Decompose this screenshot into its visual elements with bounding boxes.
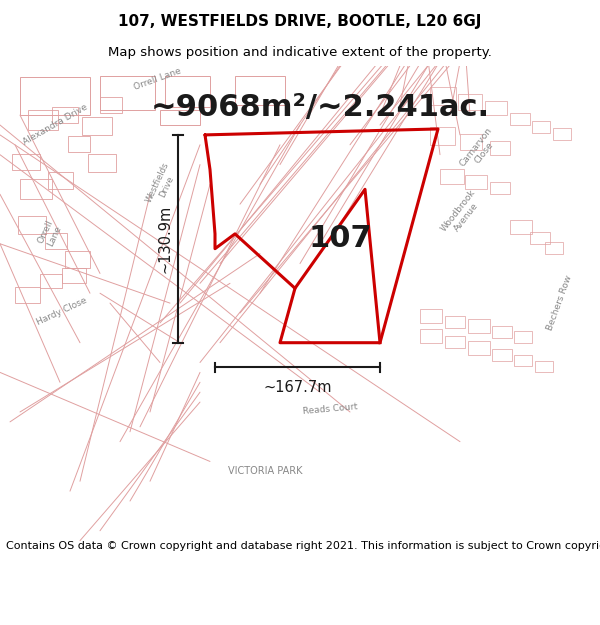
Bar [458, 94, 482, 110]
Bar [165, 76, 210, 108]
Bar [532, 121, 550, 133]
Bar [88, 154, 116, 171]
Bar [15, 288, 40, 303]
Text: VICTORIA PARK: VICTORIA PARK [228, 466, 302, 476]
Bar [492, 349, 512, 361]
Bar [430, 127, 455, 145]
Bar [490, 182, 510, 194]
Bar [430, 88, 456, 105]
Bar [20, 179, 52, 199]
Bar [65, 251, 90, 269]
Bar [20, 78, 90, 115]
Text: Reads Court: Reads Court [302, 402, 358, 416]
Text: Bechers Row: Bechers Row [546, 274, 574, 332]
Text: Westfields
Drive: Westfields Drive [144, 161, 180, 208]
Text: Contains OS data © Crown copyright and database right 2021. This information is : Contains OS data © Crown copyright and d… [6, 541, 600, 551]
Text: ~9068m²/~2.241ac.: ~9068m²/~2.241ac. [151, 92, 490, 122]
Text: Orrell Lane: Orrell Lane [133, 67, 183, 92]
Bar [100, 98, 122, 113]
Text: Map shows position and indicative extent of the property.: Map shows position and indicative extent… [108, 46, 492, 59]
Bar [12, 154, 40, 169]
Text: Carnarvon
Close: Carnarvon Close [458, 125, 502, 174]
Bar [28, 110, 58, 130]
Bar [445, 316, 465, 328]
Bar [40, 274, 62, 288]
Bar [48, 171, 73, 189]
Bar [535, 361, 553, 372]
Bar [420, 309, 442, 323]
Text: 107: 107 [308, 224, 372, 253]
Bar [52, 107, 78, 123]
Bar [545, 242, 563, 254]
Bar [530, 232, 550, 244]
Bar [45, 233, 67, 249]
Bar [460, 134, 482, 150]
Bar [490, 141, 510, 154]
Bar [440, 169, 464, 184]
Text: Alexandra Drive: Alexandra Drive [21, 103, 89, 147]
Bar [420, 329, 442, 342]
Bar [62, 268, 86, 283]
Bar [510, 220, 532, 234]
Bar [510, 113, 530, 125]
Bar [18, 216, 46, 234]
Text: Woodbrook
Avenue: Woodbrook Avenue [439, 188, 485, 240]
Bar [465, 176, 487, 189]
Text: ~130.9m: ~130.9m [157, 204, 173, 273]
Bar [514, 354, 532, 366]
Bar [468, 319, 490, 332]
Text: Hardy Close: Hardy Close [35, 296, 89, 327]
Bar [468, 341, 490, 354]
Bar [445, 336, 465, 348]
Text: Orrell
Lane: Orrell Lane [36, 218, 64, 249]
Bar [160, 110, 200, 125]
Bar [100, 76, 155, 110]
Bar [553, 128, 571, 140]
Bar [235, 76, 285, 105]
Bar [514, 331, 532, 342]
Bar [68, 136, 90, 152]
Text: ~167.7m: ~167.7m [263, 380, 332, 396]
Bar [492, 326, 512, 338]
Bar [485, 101, 507, 115]
Bar [82, 117, 112, 135]
Text: 107, WESTFIELDS DRIVE, BOOTLE, L20 6GJ: 107, WESTFIELDS DRIVE, BOOTLE, L20 6GJ [118, 14, 482, 29]
